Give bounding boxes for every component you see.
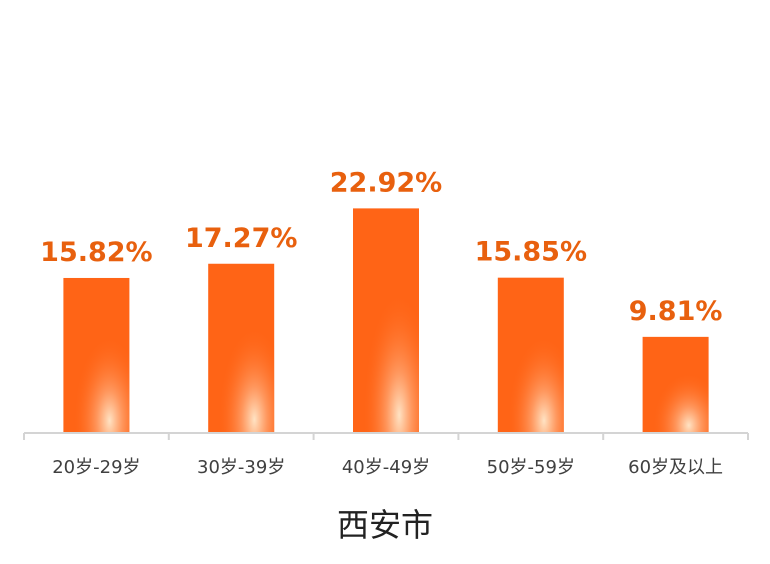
data-label: 22.92% [330, 167, 442, 198]
bar [208, 263, 275, 433]
bar [353, 208, 419, 433]
x-tick-label: 50岁-59岁 [487, 457, 575, 478]
bar [642, 336, 709, 433]
data-labels: 15.82% 17.27% 22.92% 15.85% 9.81% [40, 167, 722, 326]
bar [63, 277, 130, 433]
bars [63, 208, 709, 433]
x-tick-label: 60岁及以上 [628, 457, 723, 478]
chart-title: 西安市 [336, 506, 433, 544]
bar [497, 277, 564, 433]
data-label: 9.81% [629, 296, 723, 327]
x-tick-label: 30岁-39岁 [197, 457, 285, 478]
data-label: 15.82% [40, 237, 152, 268]
x-tick-labels: 20岁-29岁 30岁-39岁 40岁-49岁 50岁-59岁 60岁及以上 [52, 457, 723, 478]
x-tick-label: 20岁-29岁 [52, 457, 140, 478]
x-axis [23, 432, 749, 440]
x-tick-label: 40岁-49岁 [342, 457, 430, 478]
data-label: 17.27% [185, 223, 297, 254]
data-label: 15.85% [475, 237, 587, 268]
